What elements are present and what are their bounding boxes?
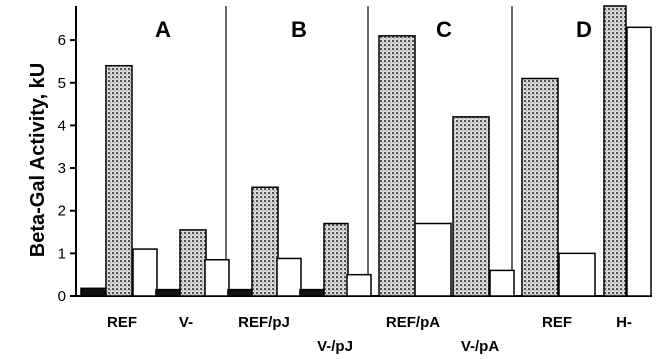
bar <box>204 259 230 297</box>
category-label: V-/pJ <box>317 338 353 355</box>
bar <box>558 252 596 297</box>
y-tick-label: 4 <box>58 117 66 134</box>
y-tick-label: 5 <box>58 75 66 92</box>
panel-label: B <box>291 17 307 42</box>
panel-label: D <box>576 17 592 42</box>
category-label: REF <box>107 314 137 331</box>
panel-label: C <box>436 17 452 42</box>
bar <box>603 5 627 297</box>
y-tick-label: 2 <box>58 203 66 220</box>
bar <box>179 229 207 297</box>
category-label: H- <box>616 314 632 331</box>
y-tick-label: 1 <box>58 245 66 262</box>
y-axis-label: Beta-Gal Activity, kU <box>27 63 49 258</box>
category-label: V- <box>179 314 193 331</box>
bar <box>276 257 302 297</box>
bar <box>105 64 133 297</box>
bar <box>626 26 652 297</box>
bar <box>132 248 158 297</box>
bar <box>489 269 515 297</box>
category-label: REF/pJ <box>238 314 290 331</box>
bar <box>452 116 490 297</box>
bar <box>251 186 279 297</box>
category-label: REF/pA <box>386 314 440 331</box>
category-label: REF <box>542 314 572 331</box>
bar <box>414 222 452 297</box>
bar <box>346 273 372 297</box>
y-tick-label: 3 <box>58 160 66 177</box>
bar <box>378 35 416 297</box>
plot-area: 0 1 2 3 4 5 6 A REF V- B REF/pJ V-/pJ C REF/pA V-/pA D RE… <box>58 5 652 355</box>
panel-label: A <box>155 17 171 42</box>
bar <box>521 77 559 297</box>
category-label: V-/pA <box>461 338 500 355</box>
bar <box>323 222 349 297</box>
bar <box>227 288 255 297</box>
y-tick-label: 0 <box>58 288 66 305</box>
y-tick-label: 6 <box>58 32 66 49</box>
bar <box>299 288 327 297</box>
